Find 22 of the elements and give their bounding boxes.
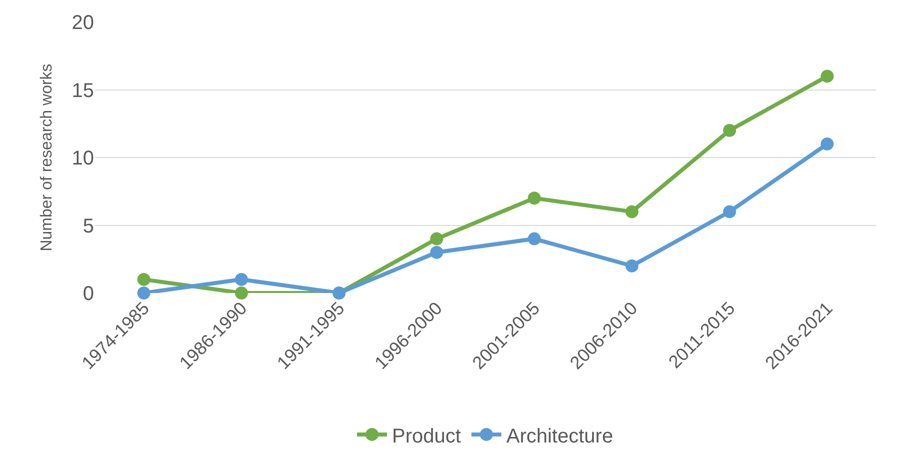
y-tick-label: 10 [72,148,94,170]
point [137,272,150,286]
point [723,205,736,218]
point [625,259,638,272]
point [820,70,834,83]
point [234,286,248,300]
point [137,286,150,300]
y-tick-label: 20 [72,12,94,34]
point [820,137,834,150]
y-axis-title: Number of research works [38,64,56,252]
y-tick-label: 0 [82,283,94,305]
y-tick-label: 15 [72,80,94,102]
point [234,272,248,286]
y-tick-label: 5 [82,215,94,238]
point [625,205,638,218]
point [723,124,736,137]
point [528,232,541,246]
point [430,246,444,259]
legend-label: Architecture [506,425,614,448]
point [528,192,541,205]
point [430,232,444,246]
legend-label: Product [392,425,462,448]
